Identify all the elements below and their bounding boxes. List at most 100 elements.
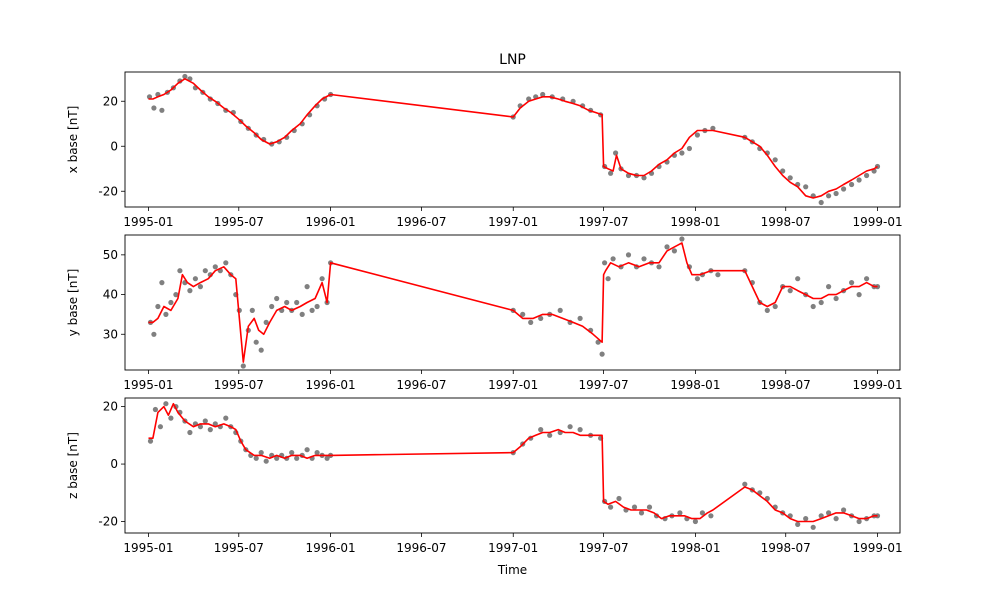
data-point (155, 303, 161, 310)
data-point (818, 513, 824, 519)
data-point (168, 415, 174, 421)
data-point (147, 438, 154, 444)
plot-area (146, 73, 881, 206)
series-line (148, 242, 878, 363)
data-point (595, 339, 601, 345)
data-point (671, 248, 678, 254)
data-point (710, 125, 716, 131)
data-point (694, 132, 701, 138)
data-point (567, 424, 573, 430)
x-tick-label: 1997-07 (579, 215, 629, 229)
data-point (599, 351, 605, 357)
data-point (294, 455, 300, 461)
data-point (818, 199, 824, 206)
data-point (856, 177, 862, 183)
y-tick-label: 20 (103, 94, 118, 108)
data-point (202, 268, 208, 274)
data-point (274, 295, 280, 302)
x-tick-label: 1995-01 (123, 378, 173, 392)
data-point (258, 347, 264, 353)
y-axis-label: y base [nT] (66, 269, 80, 337)
panel-y-base: 1995-01 1995-07 1996-01 1996-07 1997-01 1997-… (66, 234, 903, 392)
data-point (625, 252, 632, 258)
data-point (641, 256, 647, 262)
plot-frame (124, 71, 901, 208)
x-tick-label: 1995-07 (214, 541, 264, 555)
data-point (146, 94, 153, 100)
data-point (309, 307, 315, 313)
y-tick-label: 0 (110, 139, 118, 153)
data-point (263, 458, 269, 464)
x-tick-label: 1996-07 (396, 378, 446, 392)
data-point (159, 107, 165, 113)
data-point (274, 455, 280, 461)
chart-title: LNP (499, 52, 526, 68)
data-point (686, 145, 693, 152)
data-point (699, 510, 706, 516)
data-point (151, 105, 157, 111)
data-point (577, 427, 583, 433)
data-point (151, 331, 157, 337)
panel-z-base: 1995-01 1995-07 1996-01 1996-07 1997-01 1997-… (66, 397, 903, 555)
x-tick-label: 1998-07 (761, 541, 811, 555)
data-point (577, 315, 583, 321)
x-tick-label: 1998-01 (670, 378, 720, 392)
series-line (148, 402, 878, 523)
x-tick-label: 1998-07 (761, 215, 811, 229)
data-point (182, 73, 188, 80)
data-point (520, 311, 526, 317)
data-point (269, 303, 275, 310)
data-point (192, 276, 198, 282)
data-point (818, 299, 824, 306)
data-point (249, 307, 255, 313)
data-point (656, 264, 662, 270)
data-point (631, 504, 638, 510)
data-point (787, 175, 793, 181)
data-point (826, 284, 832, 290)
data-point (319, 276, 325, 282)
data-point (152, 406, 158, 413)
data-point (528, 319, 534, 325)
data-point (289, 450, 295, 456)
data-point (187, 429, 193, 436)
data-point (679, 236, 685, 242)
data-point (159, 280, 165, 286)
data-point (849, 280, 855, 286)
data-point (207, 427, 213, 433)
x-tick-label: 1997-01 (488, 215, 538, 229)
data-point (608, 504, 614, 510)
data-point (810, 303, 816, 310)
data-point (324, 455, 330, 461)
data-point (304, 447, 310, 453)
data-point (314, 450, 320, 456)
data-point (240, 363, 246, 369)
data-point (864, 276, 870, 282)
data-point (795, 521, 801, 528)
x-tick-label: 1995-01 (123, 541, 173, 555)
data-point (841, 186, 847, 192)
data-point (849, 181, 855, 188)
data-point (299, 311, 305, 317)
data-point (803, 516, 809, 522)
plot-frame (124, 234, 901, 371)
data-point (197, 424, 203, 430)
x-tick-label: 1996-07 (396, 215, 446, 229)
y-axis-label: x base [nT] (66, 106, 80, 174)
data-point (538, 427, 544, 433)
y-tick-label: 20 (103, 400, 118, 414)
x-axis-label: Time (497, 563, 527, 577)
data-point (557, 307, 563, 313)
data-point (679, 150, 685, 156)
y-tick-label: 40 (103, 288, 118, 302)
data-point (540, 91, 546, 98)
plot-area (147, 401, 881, 530)
data-point (187, 288, 193, 294)
y-tick-label: -20 (98, 515, 118, 529)
x-tick-label: 1997-07 (579, 378, 629, 392)
data-point (864, 172, 870, 179)
data-point (613, 150, 619, 156)
x-tick-label: 1995-07 (214, 378, 264, 392)
data-point (163, 401, 169, 407)
x-tick-label: 1997-01 (488, 378, 538, 392)
